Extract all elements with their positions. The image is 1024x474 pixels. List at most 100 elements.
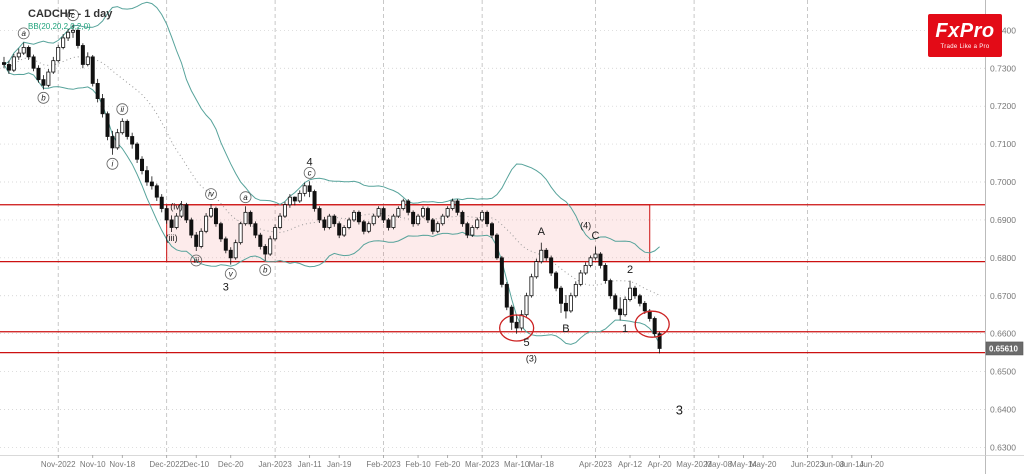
- candle-body: [85, 56, 90, 65]
- candle-body: [322, 219, 327, 228]
- wave-label: B: [562, 323, 569, 335]
- candle-body: [632, 287, 637, 297]
- date-axis-label: Jun-2023: [791, 460, 825, 469]
- candle-body: [396, 208, 401, 217]
- candle-body: [524, 295, 529, 316]
- wave-label-circle: [106, 157, 119, 170]
- wave-label: 1: [622, 323, 628, 335]
- highlight-circle: [634, 310, 670, 338]
- wave-label: (4): [580, 221, 591, 231]
- candle-body: [268, 238, 273, 255]
- candle-body: [613, 295, 618, 310]
- chart-title-block: CADCHF - 1 day BB(20,20,2,0,2,0): [28, 8, 112, 32]
- price-axis-label: 0.6300: [990, 442, 1016, 452]
- candle-body: [51, 60, 56, 73]
- price-axis-label: 0.6900: [990, 215, 1016, 225]
- candle-body: [642, 302, 647, 312]
- candle-body: [351, 211, 356, 221]
- candle-body: [56, 46, 61, 62]
- date-axis-label: Apr-20: [648, 460, 673, 469]
- candle-body: [475, 219, 480, 228]
- candle-body: [75, 29, 80, 46]
- candle-body: [41, 79, 46, 86]
- candle-body: [494, 234, 499, 259]
- wave-label: a: [21, 29, 26, 38]
- candle-body: [578, 272, 583, 285]
- candle-body: [258, 234, 263, 247]
- candle-body: [637, 295, 642, 304]
- candle-body: [440, 215, 445, 225]
- candle-body: [460, 211, 465, 225]
- price-axis-label: 0.6800: [990, 253, 1016, 263]
- candle-body: [356, 211, 361, 223]
- candle-body: [209, 208, 214, 217]
- candle-body: [169, 219, 174, 228]
- date-axis-label: Jun-08: [820, 460, 845, 469]
- candle-body: [248, 211, 253, 225]
- candle-body: [371, 215, 376, 225]
- date-axis-label: May-14: [730, 460, 757, 469]
- candle-body: [618, 308, 623, 316]
- date-axis-label: May-08: [705, 460, 732, 469]
- candle-body: [420, 208, 425, 217]
- wave-label: (iv): [170, 202, 183, 212]
- wave-label: b: [263, 266, 268, 275]
- candle-body: [120, 120, 125, 134]
- candle-body: [465, 223, 470, 236]
- date-axis-label: Mar-2023: [465, 460, 500, 469]
- price-axis-label: 0.6600: [990, 329, 1016, 339]
- candle-body: [529, 276, 534, 297]
- price-axis-label: 0.7200: [990, 101, 1016, 111]
- candle-body: [534, 261, 539, 278]
- candle-body: [337, 223, 342, 236]
- wave-label: c: [71, 11, 75, 20]
- candle-body: [519, 314, 524, 329]
- candle-body: [317, 208, 322, 221]
- candle-body: [213, 208, 218, 225]
- candle-body: [90, 56, 95, 84]
- wave-label: C: [592, 230, 600, 242]
- candle-body: [11, 56, 16, 71]
- date-axis-label: Mar-18: [529, 460, 555, 469]
- candle-body: [218, 223, 223, 240]
- candle-body: [342, 227, 347, 236]
- candle-body: [455, 200, 460, 213]
- price-axis-label: 0.6500: [990, 367, 1016, 377]
- candle-body: [223, 238, 228, 251]
- date-axis-label: Jan-11: [298, 460, 322, 469]
- candle-body: [312, 191, 317, 209]
- candle-body: [386, 219, 391, 228]
- candle-body: [470, 227, 475, 236]
- candle-body: [140, 158, 145, 172]
- wave-label: 2: [627, 264, 633, 276]
- candle-body: [253, 223, 258, 236]
- current-price-label: 0.65610: [989, 344, 1018, 353]
- candle-body: [263, 246, 268, 255]
- date-axis-label: Nov-10: [80, 460, 106, 469]
- candle-body: [233, 242, 238, 259]
- candle-body: [480, 211, 485, 221]
- price-axis-label: 0.7300: [990, 63, 1016, 73]
- wave-label-circle: [116, 103, 129, 116]
- candle-body: [514, 321, 519, 329]
- date-axis-label: Dec-20: [218, 460, 244, 469]
- candle-body: [588, 257, 593, 266]
- fxpro-logo: FxPro Trade Like a Pro: [928, 14, 1002, 57]
- wave-label-circle: [239, 191, 252, 204]
- candle-body: [297, 192, 302, 202]
- candle-body: [593, 253, 598, 259]
- wave-label-circle: [205, 188, 217, 201]
- candle-body: [154, 185, 159, 198]
- candle-body: [26, 46, 31, 58]
- candle-body: [583, 265, 588, 274]
- wave-label-circle: [224, 267, 237, 280]
- candle-body: [563, 302, 568, 312]
- candle-body: [603, 265, 608, 281]
- candle-body: [411, 211, 416, 225]
- candle-body: [130, 136, 135, 145]
- wave-label-circle: [190, 254, 203, 267]
- candle-body: [391, 215, 396, 228]
- candle-body: [401, 200, 406, 209]
